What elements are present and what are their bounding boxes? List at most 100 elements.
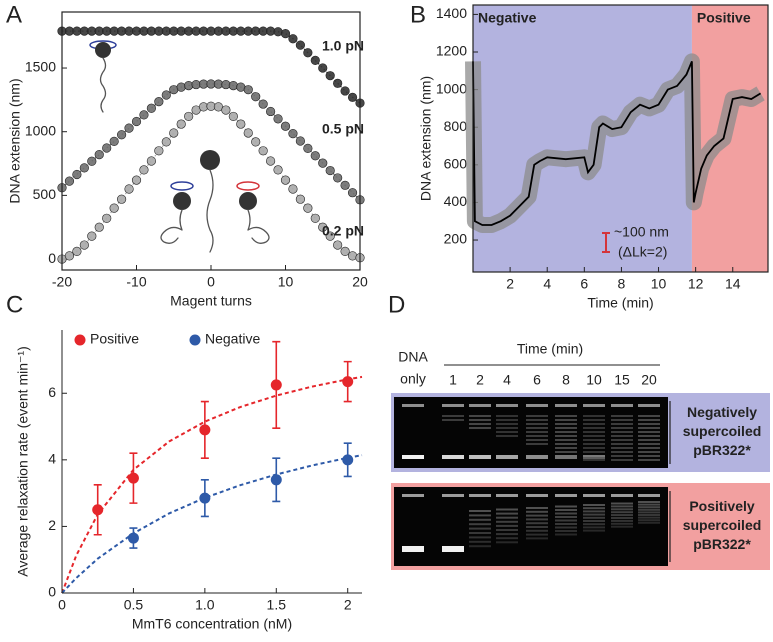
marker — [266, 156, 276, 166]
gel-band — [638, 516, 660, 519]
marker — [273, 165, 283, 175]
marker — [288, 129, 298, 139]
gel-band — [526, 443, 548, 445]
y-tick-label: 6 — [48, 384, 56, 400]
gel-band — [496, 494, 518, 497]
gel-band — [496, 415, 518, 417]
marker — [64, 176, 75, 186]
gel-band — [526, 423, 548, 425]
gel-band — [611, 435, 633, 437]
gel-band — [583, 507, 605, 510]
row-label: supercoiled — [683, 423, 762, 439]
gel-band — [469, 455, 491, 459]
gel-band — [583, 455, 605, 459]
marker — [325, 71, 335, 81]
gel-band — [526, 415, 548, 417]
gel-band — [638, 439, 660, 441]
gel-band — [555, 404, 577, 407]
marker — [139, 165, 149, 175]
y-axis-label: DNA extension (nm) — [7, 78, 23, 203]
gel-band — [611, 519, 633, 522]
gel-band — [496, 512, 518, 515]
y-tick-label: 600 — [444, 156, 468, 172]
y-axis-label: Average relaxation rate (event min⁻¹) — [15, 346, 31, 576]
gel-band — [526, 529, 548, 532]
row-label: Negatively — [687, 404, 757, 420]
gel-band — [638, 494, 660, 497]
gel-band — [526, 537, 548, 540]
marker — [176, 82, 186, 92]
gel-band — [611, 502, 633, 505]
gel-band — [638, 415, 660, 417]
gel-band — [526, 510, 548, 513]
marker — [139, 110, 149, 120]
gel-band — [611, 415, 633, 417]
marker — [176, 119, 186, 129]
y-tick-label: 200 — [444, 231, 468, 247]
gel-band — [526, 419, 548, 421]
gel-band — [611, 505, 633, 508]
gel-band — [638, 514, 660, 516]
marker — [258, 99, 268, 109]
marker — [310, 151, 320, 161]
gel-band — [555, 447, 577, 449]
lane-label: 8 — [562, 372, 570, 388]
gel-band — [638, 506, 660, 509]
marker — [310, 55, 320, 65]
annotation: ~100 nm — [614, 224, 669, 240]
point — [342, 454, 354, 466]
marker — [243, 85, 253, 95]
region-label: Positive — [697, 10, 751, 26]
gel-band — [402, 404, 424, 407]
marker — [87, 156, 97, 166]
gel-band — [611, 508, 633, 511]
gel-image — [394, 487, 668, 566]
gel-band — [526, 518, 548, 521]
gel-band — [638, 459, 660, 461]
gel-band — [583, 447, 605, 449]
gel-band — [583, 510, 605, 513]
gel-band — [526, 431, 548, 433]
legend-label: Positive — [90, 331, 139, 347]
x-tick-label: -10 — [126, 274, 146, 290]
gel-band — [469, 527, 491, 530]
gel-band — [526, 439, 548, 441]
row-label: supercoiled — [683, 517, 762, 533]
gel-band — [555, 451, 577, 453]
lane-label: 15 — [614, 372, 630, 388]
marker — [280, 29, 291, 39]
gel-band — [611, 431, 633, 433]
gel-band — [526, 514, 548, 517]
y-tick-label: 1500 — [25, 59, 56, 75]
gel-band — [583, 504, 605, 506]
gel-band — [638, 503, 660, 506]
gel-band — [469, 423, 491, 425]
gel-band — [583, 459, 605, 461]
marker — [318, 222, 328, 232]
gel-band — [469, 540, 491, 543]
marker — [161, 90, 171, 100]
gel-band — [611, 447, 633, 449]
gel-band — [442, 419, 464, 421]
point — [127, 532, 139, 544]
x-axis-label: Time (min) — [587, 295, 653, 311]
x-tick-label: -20 — [52, 274, 72, 290]
lane-header: DNA — [398, 349, 428, 365]
y-tick-label: 2 — [48, 517, 56, 533]
gel-band — [402, 546, 424, 552]
gel-band — [611, 423, 633, 425]
gel-band — [555, 427, 577, 429]
marker — [340, 246, 350, 257]
gel-band — [402, 455, 424, 459]
gel-band — [638, 427, 660, 429]
x-tick-label: 1.0 — [195, 597, 215, 613]
marker — [146, 156, 156, 166]
gel-band — [555, 519, 577, 522]
marker — [154, 97, 164, 107]
gel-band — [638, 423, 660, 425]
y-tick-label: 400 — [444, 193, 468, 209]
series-line — [61, 105, 361, 260]
gel-band — [496, 404, 518, 407]
gel-band — [526, 404, 548, 407]
gel-band — [583, 516, 605, 519]
